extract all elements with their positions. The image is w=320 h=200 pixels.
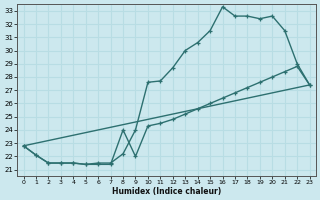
X-axis label: Humidex (Indice chaleur): Humidex (Indice chaleur) [112,187,221,196]
